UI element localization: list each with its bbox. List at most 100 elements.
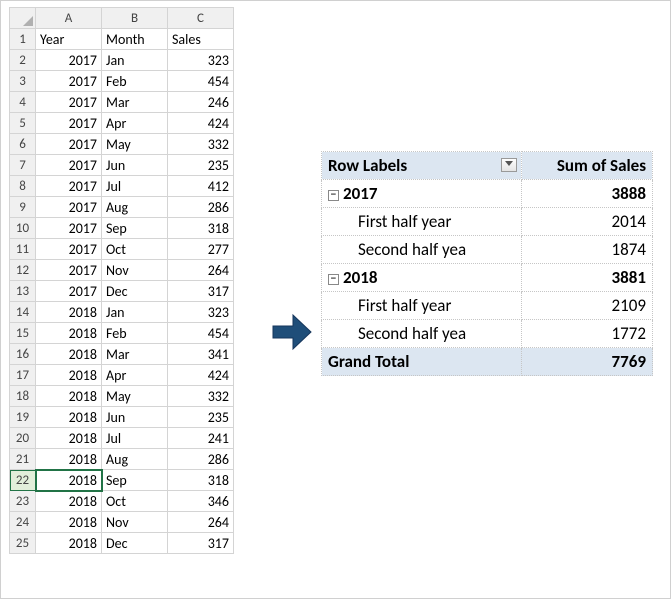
collapse-icon[interactable]: −	[328, 190, 339, 201]
cell-year[interactable]: 2017	[36, 218, 102, 239]
cell-month[interactable]: Mar	[102, 92, 168, 113]
cell-month[interactable]: Sep	[102, 218, 168, 239]
cell-sales[interactable]: 341	[168, 344, 234, 365]
row-header[interactable]: 15	[10, 323, 36, 344]
collapse-icon[interactable]: −	[328, 274, 339, 285]
col-header-C[interactable]: C	[168, 8, 234, 29]
cell-year[interactable]: 2017	[36, 134, 102, 155]
cell-sales[interactable]: 412	[168, 176, 234, 197]
row-header[interactable]: 11	[10, 239, 36, 260]
cell-month[interactable]: Jun	[102, 407, 168, 428]
row-header[interactable]: 25	[10, 533, 36, 554]
row-header[interactable]: 7	[10, 155, 36, 176]
cell-sales[interactable]: 332	[168, 134, 234, 155]
cell-sales[interactable]: 323	[168, 302, 234, 323]
cell-month[interactable]: Jan	[102, 50, 168, 71]
pivot-header-rowlabels[interactable]: Row Labels	[322, 152, 522, 180]
col-header-B[interactable]: B	[102, 8, 168, 29]
row-header[interactable]: 9	[10, 197, 36, 218]
row-header[interactable]: 18	[10, 386, 36, 407]
cell-month[interactable]: Month	[102, 29, 168, 50]
select-all-corner[interactable]	[10, 8, 36, 29]
row-header[interactable]: 19	[10, 407, 36, 428]
cell-month[interactable]: Feb	[102, 323, 168, 344]
pivot-subrow-label[interactable]: Second half yea	[322, 320, 522, 348]
cell-year[interactable]: 2018	[36, 365, 102, 386]
cell-month[interactable]: Apr	[102, 113, 168, 134]
cell-year[interactable]: 2018	[36, 533, 102, 554]
row-header[interactable]: 14	[10, 302, 36, 323]
cell-sales[interactable]: 332	[168, 386, 234, 407]
cell-sales[interactable]: 277	[168, 239, 234, 260]
cell-month[interactable]: Dec	[102, 281, 168, 302]
cell-sales[interactable]: 424	[168, 113, 234, 134]
cell-year[interactable]: 2018	[36, 386, 102, 407]
cell-sales[interactable]: 318	[168, 218, 234, 239]
row-header[interactable]: 6	[10, 134, 36, 155]
cell-year[interactable]: Year	[36, 29, 102, 50]
cell-year[interactable]: 2018	[36, 470, 102, 491]
cell-month[interactable]: Apr	[102, 365, 168, 386]
cell-month[interactable]: Nov	[102, 512, 168, 533]
row-header[interactable]: 8	[10, 176, 36, 197]
pivot-year-row[interactable]: −2018	[322, 264, 522, 292]
row-header[interactable]: 3	[10, 71, 36, 92]
cell-sales[interactable]: 264	[168, 512, 234, 533]
cell-year[interactable]: 2017	[36, 239, 102, 260]
cell-month[interactable]: Mar	[102, 344, 168, 365]
cell-sales[interactable]: 235	[168, 407, 234, 428]
cell-year[interactable]: 2018	[36, 302, 102, 323]
cell-year[interactable]: 2017	[36, 281, 102, 302]
cell-month[interactable]: Jan	[102, 302, 168, 323]
cell-year[interactable]: 2018	[36, 344, 102, 365]
pivot-subrow-label[interactable]: First half year	[322, 208, 522, 236]
cell-sales[interactable]: 454	[168, 71, 234, 92]
cell-year[interactable]: 2017	[36, 197, 102, 218]
cell-year[interactable]: 2017	[36, 155, 102, 176]
cell-month[interactable]: Jun	[102, 155, 168, 176]
cell-year[interactable]: 2018	[36, 428, 102, 449]
cell-sales[interactable]: 286	[168, 197, 234, 218]
cell-year[interactable]: 2017	[36, 176, 102, 197]
cell-month[interactable]: Dec	[102, 533, 168, 554]
pivot-year-row[interactable]: −2017	[322, 180, 522, 208]
cell-sales[interactable]: 235	[168, 155, 234, 176]
cell-month[interactable]: Jul	[102, 428, 168, 449]
row-header[interactable]: 5	[10, 113, 36, 134]
row-header[interactable]: 2	[10, 50, 36, 71]
row-header[interactable]: 10	[10, 218, 36, 239]
row-header[interactable]: 20	[10, 428, 36, 449]
pivot-subrow-label[interactable]: First half year	[322, 292, 522, 320]
cell-year[interactable]: 2018	[36, 449, 102, 470]
cell-year[interactable]: 2017	[36, 50, 102, 71]
cell-month[interactable]: Jul	[102, 176, 168, 197]
cell-sales[interactable]: 318	[168, 470, 234, 491]
cell-month[interactable]: Aug	[102, 197, 168, 218]
filter-dropdown-icon[interactable]	[501, 158, 517, 172]
cell-year[interactable]: 2017	[36, 260, 102, 281]
row-header[interactable]: 1	[10, 29, 36, 50]
cell-month[interactable]: Nov	[102, 260, 168, 281]
cell-sales[interactable]: 264	[168, 260, 234, 281]
row-header[interactable]: 12	[10, 260, 36, 281]
row-header[interactable]: 21	[10, 449, 36, 470]
cell-year[interactable]: 2017	[36, 113, 102, 134]
cell-month[interactable]: May	[102, 386, 168, 407]
cell-year[interactable]: 2017	[36, 92, 102, 113]
cell-sales[interactable]: 241	[168, 428, 234, 449]
col-header-A[interactable]: A	[36, 8, 102, 29]
cell-sales[interactable]: 323	[168, 50, 234, 71]
cell-sales[interactable]: 424	[168, 365, 234, 386]
cell-year[interactable]: 2018	[36, 491, 102, 512]
cell-month[interactable]: Oct	[102, 239, 168, 260]
row-header[interactable]: 17	[10, 365, 36, 386]
cell-sales[interactable]: 346	[168, 491, 234, 512]
cell-month[interactable]: May	[102, 134, 168, 155]
cell-year[interactable]: 2017	[36, 71, 102, 92]
row-header[interactable]: 4	[10, 92, 36, 113]
cell-year[interactable]: 2018	[36, 407, 102, 428]
pivot-subrow-label[interactable]: Second half yea	[322, 236, 522, 264]
cell-month[interactable]: Aug	[102, 449, 168, 470]
cell-sales[interactable]: Sales	[168, 29, 234, 50]
cell-sales[interactable]: 246	[168, 92, 234, 113]
